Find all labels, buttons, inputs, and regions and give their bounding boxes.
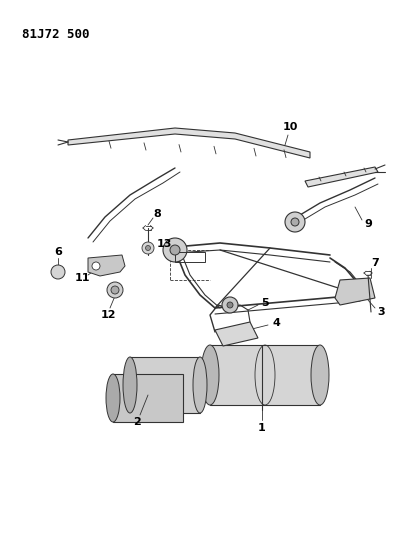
Text: 2: 2 [133, 417, 141, 427]
Circle shape [111, 286, 119, 294]
Text: 8: 8 [153, 209, 161, 219]
Circle shape [142, 242, 154, 254]
Polygon shape [68, 128, 310, 158]
Polygon shape [88, 255, 125, 276]
Text: 7: 7 [371, 258, 379, 268]
Text: 11: 11 [74, 273, 90, 283]
Circle shape [222, 297, 238, 313]
Circle shape [107, 282, 123, 298]
Circle shape [51, 265, 65, 279]
Circle shape [170, 245, 180, 255]
Circle shape [285, 212, 305, 232]
Text: 13: 13 [156, 239, 172, 249]
Ellipse shape [106, 374, 120, 422]
Text: 10: 10 [282, 122, 298, 132]
Text: 12: 12 [100, 310, 116, 320]
Ellipse shape [201, 345, 219, 405]
Circle shape [227, 302, 233, 308]
Polygon shape [305, 167, 378, 187]
Ellipse shape [193, 357, 207, 413]
Circle shape [92, 262, 100, 270]
Text: 3: 3 [377, 307, 385, 317]
Polygon shape [130, 357, 200, 413]
Ellipse shape [123, 357, 137, 413]
Polygon shape [215, 322, 258, 346]
Text: 5: 5 [261, 298, 269, 308]
Text: 6: 6 [54, 247, 62, 257]
Circle shape [163, 238, 187, 262]
Text: 1: 1 [258, 423, 266, 433]
Polygon shape [210, 345, 320, 405]
Polygon shape [335, 278, 375, 305]
Polygon shape [113, 374, 183, 422]
Circle shape [145, 246, 151, 251]
Text: 81J72 500: 81J72 500 [22, 28, 90, 41]
Text: 4: 4 [272, 318, 280, 328]
Text: 9: 9 [364, 219, 372, 229]
Ellipse shape [311, 345, 329, 405]
Circle shape [291, 218, 299, 226]
